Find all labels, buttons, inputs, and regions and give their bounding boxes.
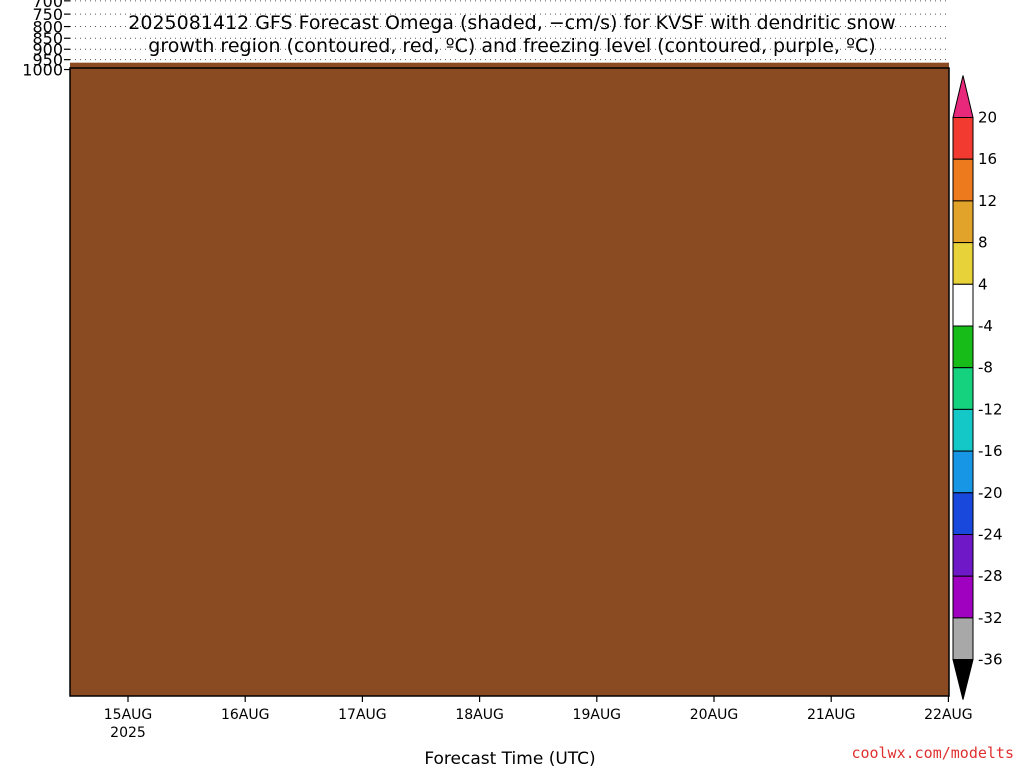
colorbar-swatch (952, 617, 974, 661)
colorbar-label: -32 (978, 609, 1003, 627)
colorbar-label: -20 (978, 484, 1003, 502)
plot-frame (69, 67, 950, 697)
colorbar-swatch (952, 367, 974, 410)
site-credit: coolwx.com/modelts (851, 744, 1014, 762)
colorbar-label: 12 (978, 192, 997, 210)
colorbar-label: 4 (978, 275, 988, 293)
x-tick-label: 19AUG (573, 707, 622, 723)
colorbar-bottom-arrow (952, 659, 974, 700)
y-tick-label: 1000 (22, 61, 63, 80)
colorbar-label: -8 (978, 359, 993, 377)
x-tick-label: 17AUG (338, 707, 387, 723)
ground-below-surface (70, 62, 949, 696)
x-tick-label: 18AUG (455, 707, 504, 723)
colorbar-swatch (952, 575, 974, 619)
colorbar-swatch (952, 283, 974, 327)
colorbar-label: -36 (978, 651, 1003, 669)
colorbar-label: -16 (978, 442, 1003, 460)
temperature-contours: -18-18-18-18-12-12-12-120000 (69, 0, 948, 4)
x-tick-label: 20AUG (690, 707, 739, 723)
x-tick-label: 21AUG (807, 707, 856, 723)
omega-colorbar: 20 16 12 8 4 -4 -8 -12 -16 -20 -24 -28 -32 -36 (952, 75, 1003, 700)
colorbar-swatch (952, 158, 974, 202)
colorbar-top-arrow (952, 75, 974, 118)
x-tick-label: 22AUG (924, 707, 973, 723)
pressure-axis: 2503003504004505005506006507007508008509… (22, 0, 70, 80)
colorbar-label: 16 (978, 150, 997, 168)
colorbar-label: 20 (978, 109, 997, 127)
colorbar-label: 8 (978, 234, 988, 252)
x-axis-label: Forecast Time (UTC) (424, 749, 595, 768)
colorbar-swatch (952, 325, 974, 369)
colorbar-label: -4 (978, 317, 993, 335)
chart-title-line-2: growth region (contoured, red, ºC) and f… (148, 35, 875, 57)
y-tick-label: 900 (32, 40, 63, 59)
y-tick-label: 750 (32, 5, 63, 24)
time-axis: 15AUG 2025 16AUG 17AUG 18AUG 19AUG 20AUG 21AUG 2… (104, 696, 973, 741)
colorbar-swatch (952, 200, 974, 244)
x-tick-year-label: 2025 (110, 725, 146, 741)
chart-title-line-1: 2025081412 GFS Forecast Omega (shaded, −… (128, 12, 895, 34)
colorbar-swatch (952, 534, 974, 577)
colorbar-swatch (952, 117, 974, 160)
x-tick-label: 16AUG (221, 707, 270, 723)
x-tick-label: 15AUG (104, 707, 153, 723)
colorbar-swatch (952, 492, 974, 535)
y-tick-label: 850 (32, 29, 63, 48)
terrain-surface (70, 62, 949, 696)
colorbar-swatch (952, 242, 974, 285)
y-tick-label: 700 (32, 0, 63, 11)
contour-line-0 (69, 0, 948, 4)
colorbar-swatch (952, 408, 974, 452)
y-tick-label: 800 (32, 18, 63, 37)
colorbar-label: -12 (978, 400, 1003, 418)
colorbar-label: -24 (978, 526, 1003, 544)
colorbar-label: -28 (978, 567, 1003, 585)
colorbar-swatch (952, 450, 974, 494)
y-tick-label: 950 (32, 51, 63, 70)
